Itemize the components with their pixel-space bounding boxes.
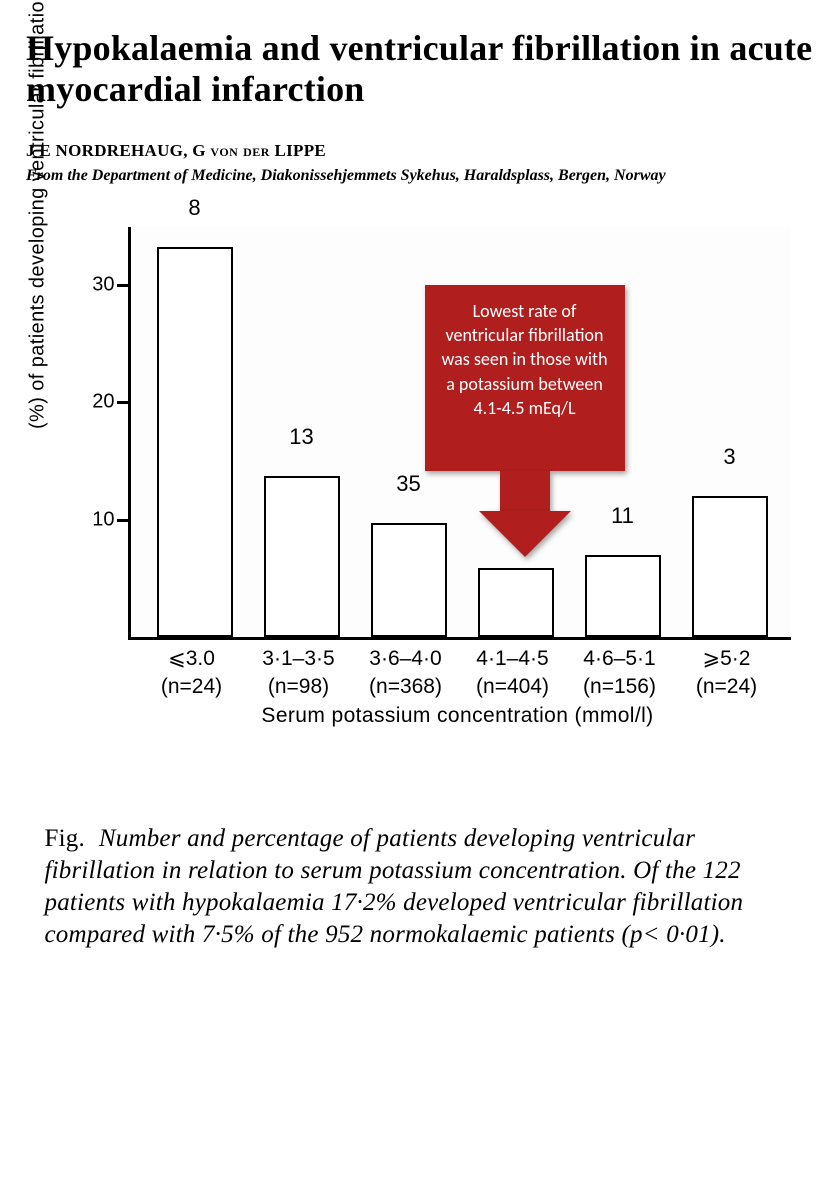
bar [692,496,768,637]
callout-arrow-stem [500,471,550,511]
callout-annotation: Lowest rate of ventricular fibrillation … [425,285,625,471]
x-category-label: 3·6–4·0 (n=368) [352,645,460,702]
y-axis-label: (%) of patients developing ventricular f… [26,0,49,429]
bar [157,247,233,637]
x-category-label: ⩾5·2 (n=24) [673,645,781,702]
y-tick-label: 30 [83,274,115,297]
authors: J E NORDREHAUG, G von der LIPPE [26,141,813,161]
y-tick-label: 10 [83,508,115,531]
bar [585,555,661,637]
x-category-label: 4·1–4·5 (n=404) [459,645,567,702]
affiliation: From the Department of Medicine, Diakoni… [26,167,813,185]
bar-count-label: 11 [585,503,661,529]
bar [264,476,340,636]
bar-count-label: 35 [371,471,447,497]
x-category-label: 3·1–3·5 (n=98) [245,645,353,702]
callout-arrow-head [479,511,571,557]
figure-caption-body: Number and percentage of patients develo… [45,825,744,948]
figure-caption-lead: Fig. [45,825,85,852]
figure-caption: Fig.Number and percentage of patients de… [45,823,795,951]
bar [478,568,554,637]
x-axis-label: Serum potassium concentration (mmol/l) [128,704,788,728]
chart: (%) of patients developing ventricular f… [30,209,810,789]
x-category-label: ⩽3.0 (n=24) [138,645,246,702]
y-tick [117,401,128,404]
y-tick [117,519,128,522]
bar-count-label: 3 [692,444,768,470]
bar-count-label: 8 [157,195,233,221]
y-tick-label: 20 [83,391,115,414]
x-category-label: 4·6–5·1 (n=156) [566,645,674,702]
bar [371,523,447,637]
y-tick [117,284,128,287]
bar-count-label: 13 [264,424,340,450]
paper-title: Hypokalaemia and ventricular fibrillatio… [26,28,813,111]
